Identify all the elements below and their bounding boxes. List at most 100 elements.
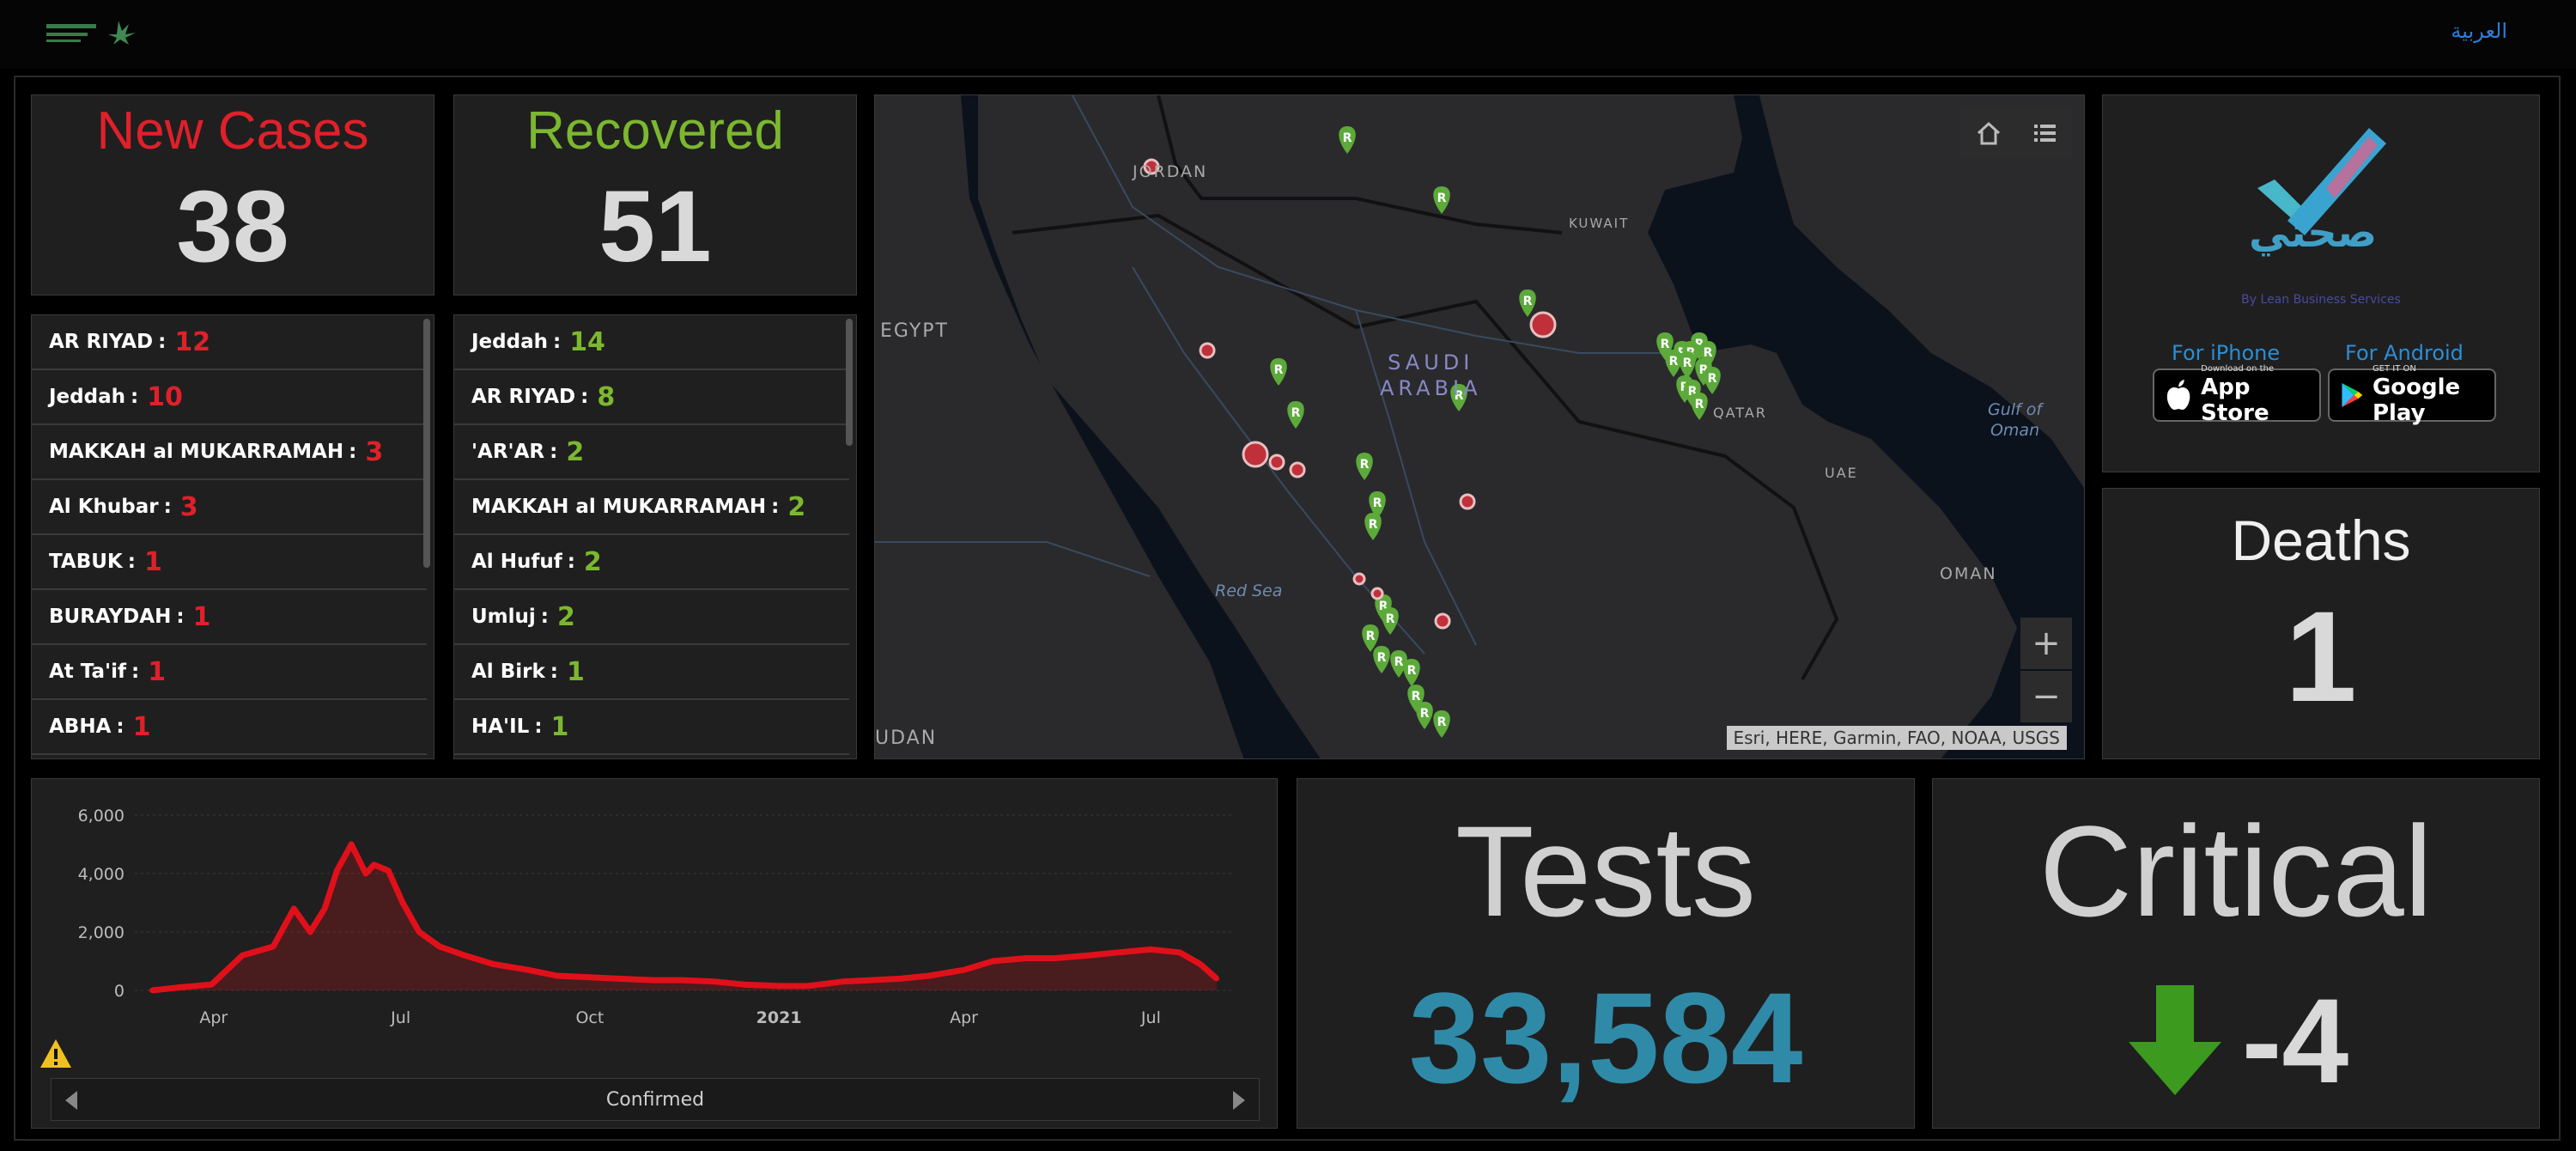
data-point[interactable] xyxy=(554,973,560,978)
case-marker[interactable] xyxy=(1529,311,1557,338)
data-point[interactable] xyxy=(897,976,903,982)
data-point[interactable] xyxy=(990,959,996,964)
home-icon xyxy=(1977,121,2000,145)
data-point[interactable] xyxy=(1176,949,1182,955)
recovered-marker[interactable]: R xyxy=(1679,351,1696,379)
data-point[interactable] xyxy=(334,868,340,874)
recovered-marker[interactable]: R xyxy=(1382,607,1399,635)
recovered-marker[interactable]: R xyxy=(1364,513,1382,540)
recovered-marker[interactable]: R xyxy=(1691,393,1708,420)
marker-letter: R xyxy=(1360,458,1370,472)
data-point[interactable] xyxy=(490,961,496,967)
recovered-marker[interactable]: R xyxy=(1287,401,1304,429)
data-point[interactable] xyxy=(712,978,718,984)
recovered-marker[interactable]: R xyxy=(1704,367,1721,394)
data-point[interactable] xyxy=(307,929,313,935)
recovered-marker[interactable]: R xyxy=(1450,384,1467,411)
data-point[interactable] xyxy=(1023,955,1029,961)
data-point[interactable] xyxy=(1115,949,1121,955)
x-tick-label: Jul xyxy=(390,1008,410,1027)
zoom-in-button[interactable]: + xyxy=(2020,618,2072,669)
recovered-marker[interactable]: R xyxy=(1519,289,1536,317)
confirmed-chart[interactable]: 0 2,000 4,000 6,000 Apr Jul Oct 2021 Apr Jul xyxy=(32,779,1278,1063)
data-point[interactable] xyxy=(416,929,422,935)
recovered-marker[interactable]: R xyxy=(1433,710,1450,738)
language-switch-link[interactable]: العربية xyxy=(2451,19,2507,43)
recovered-marker[interactable]: R xyxy=(1362,624,1379,652)
data-point[interactable] xyxy=(240,953,246,959)
data-point[interactable] xyxy=(741,982,747,988)
data-point[interactable] xyxy=(461,953,467,959)
recovered-region-list[interactable]: Jeddah:14 AR RIYAD:8 'AR'AR:2 MAKKAH al … xyxy=(453,314,857,759)
legend-button[interactable] xyxy=(2016,107,2072,159)
recovered-marker[interactable]: R xyxy=(1270,358,1287,386)
region-count: 1 xyxy=(192,601,211,632)
google-play-big-text: Google Play xyxy=(2372,375,2461,426)
data-point[interactable] xyxy=(149,988,155,993)
data-point[interactable] xyxy=(209,982,215,988)
case-marker[interactable] xyxy=(1352,572,1366,586)
data-point[interactable] xyxy=(270,944,276,949)
google-play-button[interactable]: GET IT ON Google Play xyxy=(2328,364,2496,426)
data-point[interactable] xyxy=(371,862,377,868)
recovered-marker[interactable]: R xyxy=(1356,453,1373,480)
new-cases-region-list[interactable]: AR RIYAD:12 Jeddah:10 MAKKAH al MUKARRAM… xyxy=(31,314,434,759)
data-point[interactable] xyxy=(651,977,657,984)
scroll-right-icon[interactable] xyxy=(1233,1091,1245,1110)
scroll-left-icon[interactable] xyxy=(65,1091,77,1110)
data-point[interactable] xyxy=(926,973,932,978)
recovered-marker[interactable]: R xyxy=(1433,186,1450,214)
data-point[interactable] xyxy=(437,944,443,949)
case-marker[interactable] xyxy=(1242,441,1269,468)
data-point[interactable] xyxy=(776,983,782,989)
list-scrollbar[interactable] xyxy=(423,319,430,568)
data-point[interactable] xyxy=(1051,955,1057,961)
recovered-marker[interactable]: R xyxy=(1665,350,1682,377)
app-store-button[interactable]: Download on the App Store xyxy=(2153,364,2321,426)
warning-icon[interactable] xyxy=(39,1037,73,1071)
list-scrollbar[interactable] xyxy=(846,319,853,446)
case-marker[interactable] xyxy=(1199,342,1216,359)
data-point[interactable] xyxy=(1214,976,1219,982)
data-point[interactable] xyxy=(386,868,392,874)
zoom-out-button[interactable]: − xyxy=(2020,671,2072,722)
recovered-marker[interactable]: R xyxy=(1339,126,1356,154)
data-point[interactable] xyxy=(586,974,592,980)
data-point[interactable] xyxy=(291,905,297,911)
new-cases-title: New Cases xyxy=(96,101,369,161)
series-line[interactable] xyxy=(151,841,1219,994)
region-count: 1 xyxy=(566,656,585,687)
case-marker[interactable] xyxy=(1289,461,1306,478)
map-panel[interactable]: RRRRRRRRRRRRRRRRRRRRRRRRRRRRRR JORDAN EG… xyxy=(874,94,2085,759)
data-point[interactable] xyxy=(400,900,406,905)
recovered-marker[interactable]: R xyxy=(1369,491,1386,519)
case-marker[interactable] xyxy=(1370,587,1384,600)
chart-scroll-bar[interactable]: Confirmed xyxy=(51,1078,1260,1121)
data-point[interactable] xyxy=(1086,953,1092,959)
google-play-small-text: GET IT ON xyxy=(2372,364,2416,374)
data-point[interactable] xyxy=(1148,947,1154,953)
data-point[interactable] xyxy=(526,967,532,973)
map-canvas[interactable]: RRRRRRRRRRRRRRRRRRRRRRRRRRRRRR xyxy=(875,95,2085,759)
data-point[interactable] xyxy=(679,977,685,984)
data-point[interactable] xyxy=(1197,961,1203,967)
case-marker[interactable] xyxy=(1143,158,1160,175)
recovered-marker[interactable]: R xyxy=(1373,646,1390,673)
case-marker[interactable] xyxy=(1434,612,1451,630)
recovered-marker[interactable]: R xyxy=(1390,650,1407,678)
data-point[interactable] xyxy=(805,983,811,989)
region-name: Al Khubar xyxy=(49,496,159,518)
data-point[interactable] xyxy=(961,967,967,973)
case-marker[interactable] xyxy=(1268,454,1285,471)
recovered-marker[interactable]: R xyxy=(1403,659,1420,686)
data-point[interactable] xyxy=(349,842,355,847)
data-point[interactable] xyxy=(868,977,874,984)
data-point[interactable] xyxy=(616,976,622,982)
data-point[interactable] xyxy=(176,984,182,990)
case-marker[interactable] xyxy=(1459,493,1476,510)
data-point[interactable] xyxy=(322,905,328,911)
recovered-marker[interactable]: R xyxy=(1416,702,1433,729)
home-button[interactable] xyxy=(1960,107,2016,159)
data-point[interactable] xyxy=(362,871,368,876)
data-point[interactable] xyxy=(840,978,846,984)
